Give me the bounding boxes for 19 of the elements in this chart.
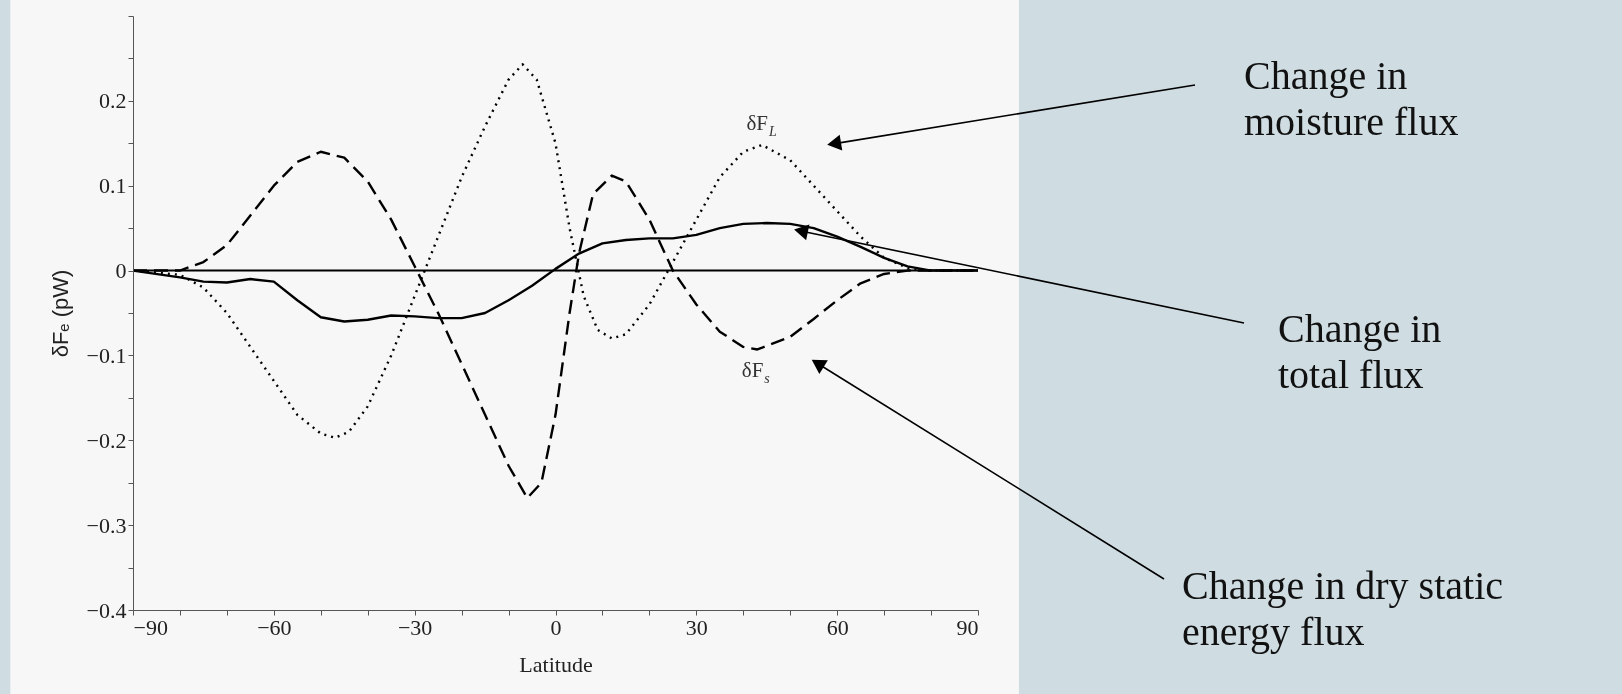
- y-tick-label: 0: [115, 258, 127, 284]
- y-axis-title: δFₑ (pW): [47, 269, 73, 358]
- text: Change in dry static energy flux: [1182, 563, 1504, 654]
- text: Change in total flux: [1278, 306, 1442, 397]
- x-tick-label: 90: [956, 614, 979, 640]
- x-tick-label: −90: [133, 614, 168, 640]
- x-tick-label: 30: [685, 614, 708, 640]
- x-tick-label: 60: [826, 614, 849, 640]
- x-axis-title: Latitude: [519, 651, 593, 677]
- y-tick-label: −0.4: [86, 597, 127, 623]
- y-tick-label: 0.1: [99, 173, 127, 199]
- y-tick-label: −0.3: [86, 512, 127, 538]
- x-tick-label: −30: [397, 614, 433, 640]
- x-tick-label: 0: [550, 614, 562, 640]
- x-tick-label: −60: [257, 614, 292, 640]
- text: Change in moisture flux: [1244, 53, 1459, 144]
- y-tick-label: 0.2: [99, 88, 127, 114]
- y-tick-label: −0.2: [86, 427, 127, 453]
- y-tick-label: −0.1: [86, 342, 127, 368]
